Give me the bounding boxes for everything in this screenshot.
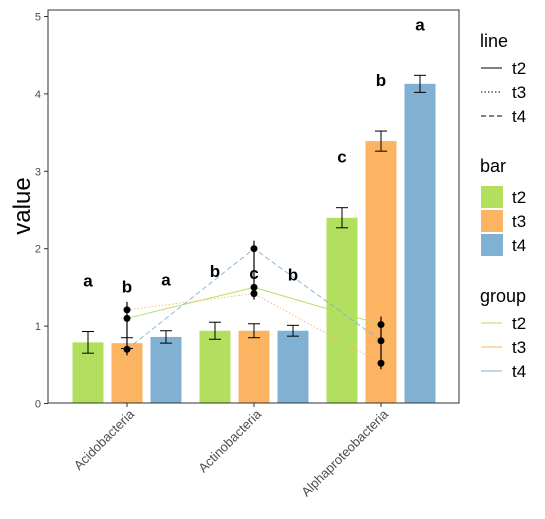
legend-title: line — [480, 31, 508, 51]
bar-t2-Alphaproteobacteria — [326, 217, 358, 404]
data-point — [377, 337, 385, 345]
bar-t4-Acidobacteria — [150, 336, 182, 404]
bar-t2-Actinobacteria — [199, 330, 231, 404]
legend-label: t3 — [512, 83, 526, 102]
data-point — [123, 306, 131, 314]
significance-label: b — [210, 262, 220, 281]
legend-label: t4 — [512, 236, 526, 255]
legend-label: t4 — [512, 362, 526, 381]
y-tick-label: 2 — [35, 244, 41, 256]
y-tick-label: 3 — [35, 166, 41, 178]
legend-label: t2 — [512, 59, 526, 78]
errorbar-t2-Acidobacteria — [82, 331, 94, 354]
significance-labels-layer: a b c b c b a b a — [83, 15, 425, 296]
bars-layer — [72, 83, 436, 404]
points-layer — [123, 240, 385, 370]
y-tick-label: 5 — [35, 12, 41, 24]
y-tick-label: 4 — [35, 89, 41, 101]
errorbar-t3-Actinobacteria — [248, 323, 260, 339]
errorbar-t2-Actinobacteria — [209, 321, 221, 340]
data-point — [123, 345, 131, 353]
legend-label: t2 — [512, 188, 526, 207]
errorbars-layer — [82, 74, 426, 354]
significance-label: c — [249, 264, 258, 283]
errorbar-t4-Acidobacteria — [160, 330, 172, 344]
legend-label: t4 — [512, 107, 526, 126]
significance-label: b — [376, 71, 386, 90]
legend-label: t3 — [512, 338, 526, 357]
y-tick-label: 0 — [35, 399, 41, 411]
legend-key-fill — [481, 186, 503, 208]
y-axis-title: value — [9, 177, 36, 234]
significance-label: c — [337, 148, 346, 167]
errorbar-t4-Alphaproteobacteria — [414, 74, 426, 93]
bar-t4-Actinobacteria — [277, 330, 309, 404]
bar-t3-Actinobacteria — [238, 330, 270, 404]
legend-title: bar — [480, 156, 506, 176]
trend-line-t3 — [126, 293, 382, 364]
significance-label: a — [161, 271, 171, 290]
legend-group: group t2 t3 t4 — [480, 286, 526, 381]
bar-t4-Alphaproteobacteria — [404, 83, 436, 404]
legend-key-fill — [481, 210, 503, 232]
errorbar-t4-Actinobacteria — [287, 324, 299, 337]
data-point — [250, 245, 258, 253]
data-point — [250, 283, 258, 291]
significance-label: a — [83, 272, 93, 291]
y-tick-label: 1 — [35, 321, 41, 333]
significance-label: a — [415, 15, 425, 34]
errorbar-t2-Alphaproteobacteria — [336, 207, 348, 229]
errorbar-t3-Alphaproteobacteria — [375, 130, 387, 152]
legend-label: t3 — [512, 212, 526, 231]
significance-label: b — [122, 278, 132, 297]
legend-label: t2 — [512, 314, 526, 333]
y-axis: 0 1 2 3 4 5 — [35, 12, 48, 411]
legend-title: group — [480, 286, 526, 306]
legend-bar: bar t2 t3 t4 — [480, 156, 526, 256]
data-point — [377, 359, 385, 367]
significance-label: b — [288, 265, 298, 284]
data-point — [250, 290, 258, 298]
data-point — [123, 314, 131, 322]
legend-key-fill — [481, 234, 503, 256]
data-point — [377, 321, 385, 329]
